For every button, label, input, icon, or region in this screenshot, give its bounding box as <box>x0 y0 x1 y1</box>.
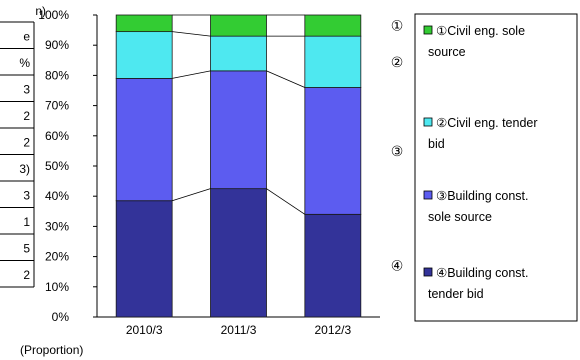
legend-swatch <box>423 267 433 277</box>
bar-segment <box>115 31 173 79</box>
y-tick-label: 60% <box>45 129 69 143</box>
bar-segment <box>210 35 267 72</box>
legend-frame <box>414 13 578 322</box>
table-cell: 3 <box>23 83 30 97</box>
table-cell: 3 <box>23 189 30 203</box>
segment-marker: ③ <box>391 143 404 159</box>
bar-segment <box>210 70 267 190</box>
y-tick-label: 0% <box>52 310 70 324</box>
y-tick-label: 70% <box>45 99 69 113</box>
x-axis-labels: 2010/3 2011/3 2012/3 <box>126 323 352 337</box>
y-tick-label: 30% <box>45 219 69 233</box>
bar-segment <box>115 78 173 202</box>
legend-swatch <box>423 117 433 127</box>
connector-line <box>172 70 211 79</box>
legend-swatch <box>423 190 433 200</box>
y-tick-label: 10% <box>45 280 69 294</box>
connector-line <box>172 188 211 202</box>
bar-segment <box>210 14 267 37</box>
table-cell: 2 <box>23 109 30 123</box>
bar-segment <box>304 14 362 37</box>
y-axis-label: (Proportion) <box>20 343 83 357</box>
bar-segment <box>304 87 362 215</box>
y-tick-label: 40% <box>45 189 69 203</box>
legend: ①Civil eng. sole source ②Civil eng. tender… <box>414 13 578 322</box>
table-cell: 2 <box>23 268 30 282</box>
table-header-unit: n) <box>35 4 46 18</box>
connector-line <box>172 31 211 37</box>
legend-swatch <box>423 25 433 35</box>
legend-label: ①Civil eng. sole source <box>428 24 525 59</box>
legend-label: ④Building const. tender bid <box>428 266 529 301</box>
table-cell: 1 <box>23 215 30 229</box>
x-tick-label: 2011/3 <box>221 323 257 337</box>
table-cell: 2 <box>23 136 30 150</box>
y-tick-label: 90% <box>45 38 69 52</box>
connector-line <box>266 188 306 215</box>
segment-markers: ① ② ③ ④ <box>391 18 404 274</box>
x-tick-label: 2010/3 <box>126 323 163 337</box>
segment-marker: ④ <box>391 258 404 274</box>
bar-segment <box>210 188 267 318</box>
table-cell: 3) <box>19 162 30 176</box>
legend-label: ③Building const. sole source <box>428 189 529 224</box>
y-tick-label: 100% <box>38 8 69 22</box>
stacked-bar-chart: 0% 10% 20% 30% 40% 50% 60% 70% 80% 90% 100% 2010/3… <box>20 8 403 357</box>
table-cell: 5 <box>23 242 30 256</box>
bar-segment <box>304 35 362 88</box>
y-tick-label: 20% <box>45 250 69 264</box>
connector-line <box>266 70 305 88</box>
connector-lines <box>172 14 306 215</box>
bar-segment <box>115 14 173 33</box>
bars <box>115 14 362 318</box>
bar-segment <box>115 200 173 318</box>
segment-marker: ② <box>391 54 404 70</box>
table-cell: % <box>19 56 30 70</box>
x-tick-label: 2012/3 <box>314 323 351 337</box>
y-tick-label: 50% <box>45 159 69 173</box>
y-tick-label: 80% <box>45 68 69 82</box>
table-fragment: n) e% 3 2 2 3) 3 1 5 2 <box>0 4 46 288</box>
bar-segment <box>304 213 362 318</box>
table-cell: e <box>23 30 30 44</box>
segment-marker: ① <box>391 18 404 34</box>
legend-label: ②Civil eng. tender bid <box>428 116 538 151</box>
